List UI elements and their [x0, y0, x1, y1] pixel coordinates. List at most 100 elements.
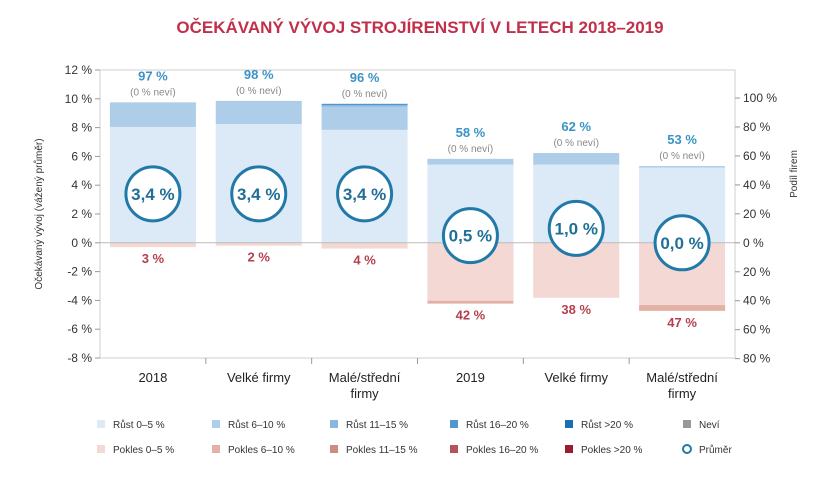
- legend-label: Pokles 6–10 %: [228, 445, 295, 456]
- y-tick-label: 12 %: [65, 63, 93, 77]
- legend-label: Pokles 11–15 %: [346, 445, 418, 456]
- y-tick-label: 6 %: [71, 149, 92, 163]
- average-marker: [124, 165, 182, 223]
- y-tick-label: -6 %: [67, 322, 92, 336]
- bar-segment: [321, 103, 408, 106]
- bar-segment: [427, 300, 514, 304]
- bar-segment: [427, 158, 514, 165]
- legend-label: Pokles 16–20 %: [466, 445, 538, 456]
- dont-know-label: (0 % neví): [448, 144, 494, 155]
- legend: Růst 0–5 % Růst 6–10 % Růst 11–15 % Růst 16…: [97, 419, 732, 456]
- average-label: 1,0 %: [555, 219, 598, 238]
- dont-know-label: (0 % neví): [553, 138, 599, 149]
- legend-swatch: [682, 444, 692, 454]
- dont-know-label: (0 % neví): [342, 89, 388, 100]
- x-tick-label: 2019: [456, 370, 485, 385]
- y2-tick-label: 40 %: [743, 294, 771, 308]
- decline-total-label: 38 %: [561, 302, 591, 317]
- x-tick-label: firmy: [668, 386, 697, 401]
- average-label: 3,4 %: [237, 185, 280, 204]
- bars: [109, 100, 726, 311]
- bar-segment: [215, 242, 302, 246]
- decline-total-label: 4 %: [353, 253, 376, 268]
- bar-segment: [639, 166, 726, 168]
- y2-tick-label: 60 %: [743, 323, 771, 337]
- x-tick-label: firmy: [350, 386, 379, 401]
- average-label: 3,4 %: [343, 185, 386, 204]
- decline-total-label: 47 %: [667, 315, 697, 330]
- axes: 12 % 10 % 8 % 6 % 4 % 2 % 0 % -2 % -4 % -6 % -8 % 1…: [33, 63, 800, 401]
- y2-tick-label: 80 %: [743, 120, 771, 134]
- dont-know-label: (0 % neví): [130, 87, 176, 98]
- y-tick-label: -2 %: [67, 265, 92, 279]
- bar-segment: [321, 105, 408, 107]
- bar-segment: [321, 106, 408, 130]
- average-marker: [441, 207, 499, 265]
- y2-tick-label: 80 %: [743, 352, 771, 366]
- y2-tick-label: 0 %: [743, 236, 764, 250]
- legend-label: Pokles 0–5 %: [113, 445, 174, 456]
- legend-label: Průměr: [699, 444, 732, 456]
- bar-segment: [109, 242, 196, 248]
- y-tick-label: -8 %: [67, 351, 92, 365]
- data-labels: 97 % (0 % neví) 3 % 98 % (0 % neví) 2 % 96 % (0…: [130, 67, 705, 330]
- y2-axis-title: Podíl firem: [789, 150, 800, 198]
- decline-total-label: 42 %: [456, 308, 486, 323]
- legend-swatch: [565, 445, 573, 453]
- x-tick-label: 2018: [138, 370, 167, 385]
- average-marker: [653, 214, 711, 272]
- y2-tick-label: 20 %: [743, 207, 771, 221]
- legend-swatch: [565, 420, 573, 428]
- y2-tick-label: 60 %: [743, 149, 771, 163]
- growth-total-label: 96 %: [350, 70, 380, 85]
- y-tick-label: 4 %: [71, 178, 92, 192]
- legend-swatch: [450, 445, 458, 453]
- growth-total-label: 98 %: [244, 67, 274, 82]
- legend-swatch: [330, 445, 338, 453]
- growth-total-label: 97 %: [138, 68, 168, 83]
- x-tick-label: Malé/střední: [646, 370, 718, 385]
- average-marker: [230, 165, 288, 223]
- legend-swatch: [212, 420, 220, 428]
- decline-total-label: 3 %: [142, 251, 165, 266]
- legend-swatch: [330, 420, 338, 428]
- legend-swatch: [450, 420, 458, 428]
- x-tick-label: Malé/střední: [329, 370, 401, 385]
- bar-segment: [533, 153, 620, 165]
- legend-label: Neví: [699, 420, 720, 431]
- y-tick-label: 2 %: [71, 207, 92, 221]
- y-tick-label: -4 %: [67, 293, 92, 307]
- y2-tick-label: 20 %: [743, 265, 771, 279]
- x-tick-label: Velké firmy: [544, 370, 608, 385]
- chart-title: OČEKÁVANÝ VÝVOJ STROJÍRENSTVÍ V LETECH 2…: [176, 18, 663, 37]
- bar-segment: [215, 100, 302, 125]
- legend-label: Růst 16–20 %: [466, 419, 529, 431]
- average-label: 0,5 %: [449, 227, 492, 246]
- y-tick-label: 0 %: [71, 236, 92, 250]
- legend-label: Pokles >20 %: [581, 445, 643, 456]
- y-axis-title: Očekávaný vývoj (vážený průměr): [33, 138, 45, 289]
- bar-segment: [321, 242, 408, 249]
- legend-swatch: [683, 420, 691, 428]
- legend-label: Růst 11–15 %: [346, 419, 408, 431]
- legend-swatch: [97, 420, 105, 428]
- legend-swatch: [212, 445, 220, 453]
- average-label: 0,0 %: [660, 234, 703, 253]
- dont-know-label: (0 % neví): [659, 151, 705, 162]
- y-tick-label: 8 %: [71, 121, 92, 135]
- growth-total-label: 58 %: [456, 125, 486, 140]
- y2-tick-label: 40 %: [743, 178, 771, 192]
- y2-tick-label: 100 %: [743, 91, 777, 105]
- x-tick-label: Velké firmy: [227, 370, 291, 385]
- average-label: 3,4 %: [131, 185, 174, 204]
- legend-swatch: [97, 445, 105, 453]
- legend-label: Růst 0–5 %: [113, 419, 165, 431]
- average-markers: 3,4 % 3,4 % 3,4 % 0,5 % 1,0 % 0,0 %: [124, 165, 711, 272]
- legend-label: Růst >20 %: [581, 419, 633, 431]
- average-marker: [547, 199, 605, 257]
- growth-total-label: 53 %: [667, 132, 697, 147]
- legend-label: Růst 6–10 %: [228, 419, 285, 431]
- dont-know-label: (0 % neví): [236, 86, 282, 97]
- bar-segment: [109, 102, 196, 127]
